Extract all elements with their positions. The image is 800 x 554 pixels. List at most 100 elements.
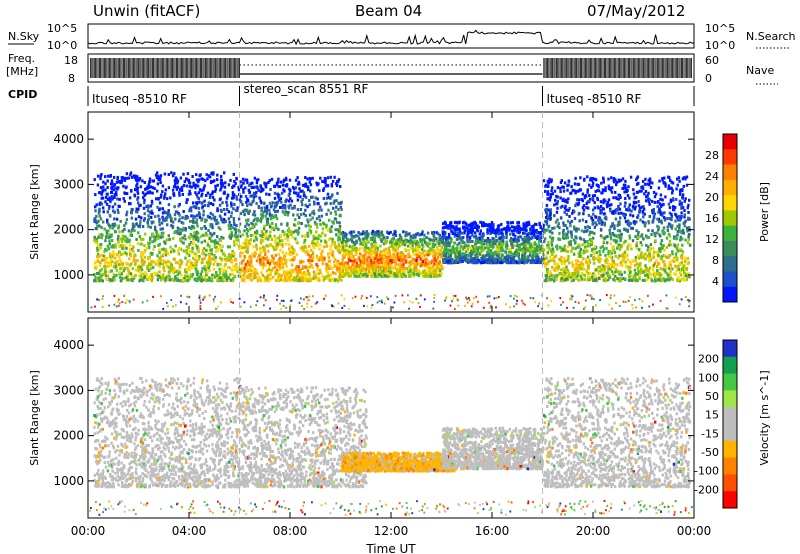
scatter-cell <box>263 251 267 255</box>
scatter-cell <box>163 260 166 264</box>
scatter-cell <box>641 179 645 183</box>
scatter-cell <box>295 230 299 233</box>
scatter-cell <box>357 248 360 251</box>
scatter-cell <box>431 242 434 246</box>
scatter-cell <box>453 247 456 251</box>
scatter-cell <box>287 233 291 237</box>
scatter-cell <box>161 211 165 215</box>
scatter-cell <box>289 230 293 234</box>
scatter-cell <box>493 229 497 233</box>
scatter-cell <box>549 255 552 259</box>
scatter-cell <box>386 255 389 259</box>
scatter-cell <box>440 255 444 259</box>
scatter-cell <box>509 247 512 251</box>
scatter-cell <box>233 274 236 278</box>
scatter-cell <box>532 259 536 262</box>
scatter-cell <box>431 267 435 271</box>
scatter-cell <box>314 272 317 276</box>
scatter-cell <box>301 198 304 201</box>
scatter-cell <box>125 246 128 250</box>
scatter-cell <box>595 223 598 227</box>
scatter-cell <box>298 216 301 219</box>
scatter-cell <box>213 216 216 220</box>
scatter-cell <box>338 221 341 225</box>
scatter-cell <box>191 242 194 246</box>
scatter-cell <box>592 212 595 216</box>
scatter-cell <box>352 230 356 234</box>
scatter-cell <box>100 253 103 257</box>
scatter-cell <box>163 210 166 214</box>
scatter-cell <box>203 265 206 268</box>
scatter-cell <box>281 251 285 254</box>
scatter-cell <box>500 231 503 235</box>
scatter-cell <box>149 251 153 255</box>
scatter-cell <box>240 266 243 270</box>
scatter-cell <box>227 183 231 187</box>
scatter-cell <box>564 249 568 253</box>
scatter-cell <box>125 252 128 256</box>
scatter-cell <box>195 193 198 197</box>
scatter-cell <box>96 246 99 250</box>
scatter-cell <box>160 193 163 197</box>
scatter-cell <box>93 220 96 224</box>
scatter-cell <box>456 221 459 225</box>
scatter-cell <box>106 244 109 248</box>
scatter-cell <box>417 273 421 277</box>
scatter-cell <box>102 206 105 210</box>
scatter-cell <box>230 204 233 208</box>
scatter-cell <box>199 272 202 276</box>
scatter-cell <box>350 252 353 256</box>
scatter-cell <box>601 188 605 192</box>
scatter-cell <box>212 171 215 175</box>
scatter-cell <box>94 205 97 209</box>
scatter-cell <box>171 174 175 178</box>
scatter-cell <box>348 244 352 248</box>
scatter-cell <box>362 242 365 245</box>
scatter-cell <box>185 251 188 255</box>
scatter-cell <box>449 227 452 230</box>
scatter-cell <box>445 236 448 240</box>
scatter-cell <box>366 274 369 278</box>
scatter-cell <box>273 191 277 195</box>
scatter-cell <box>235 242 238 246</box>
scatter-cell <box>111 222 115 226</box>
scatter-cell <box>315 263 318 266</box>
scatter-cell <box>409 237 412 241</box>
scatter-cell <box>250 234 253 237</box>
scatter-cell <box>99 186 103 190</box>
scatter-cell <box>639 234 642 238</box>
scatter-cell <box>252 271 256 275</box>
scatter-cell <box>183 277 186 280</box>
scatter-cell <box>477 236 480 240</box>
scatter-cell <box>239 251 243 255</box>
scatter-cell <box>279 197 283 201</box>
scatter-cell <box>100 236 103 240</box>
scatter-cell <box>582 238 585 242</box>
scatter-cell <box>290 258 293 262</box>
scatter-cell <box>208 269 211 273</box>
scatter-cell <box>645 199 648 203</box>
scatter-cell <box>110 269 113 273</box>
scatter-cell <box>288 206 291 210</box>
scatter-cell <box>436 255 440 259</box>
scatter-cell <box>426 231 430 235</box>
scatter-cell <box>105 276 109 280</box>
scatter-cell <box>176 185 180 189</box>
scatter-cell <box>220 216 223 220</box>
scatter-cell <box>211 190 214 194</box>
scatter-cell <box>170 219 173 223</box>
scatter-cell <box>251 181 254 185</box>
scatter-cell <box>367 272 370 276</box>
scatter-cell <box>270 254 274 258</box>
scatter-cell <box>450 229 453 233</box>
scatter-cell <box>238 198 242 202</box>
scatter-cell <box>366 246 370 250</box>
scatter-cell <box>618 272 621 276</box>
scatter-cell <box>542 226 545 230</box>
scatter-cell <box>283 203 287 207</box>
scatter-cell <box>385 262 389 266</box>
scatter-cell <box>245 232 249 236</box>
scatter-cell <box>211 180 215 183</box>
scatter-cell <box>269 205 273 209</box>
scatter-cell <box>196 279 199 283</box>
